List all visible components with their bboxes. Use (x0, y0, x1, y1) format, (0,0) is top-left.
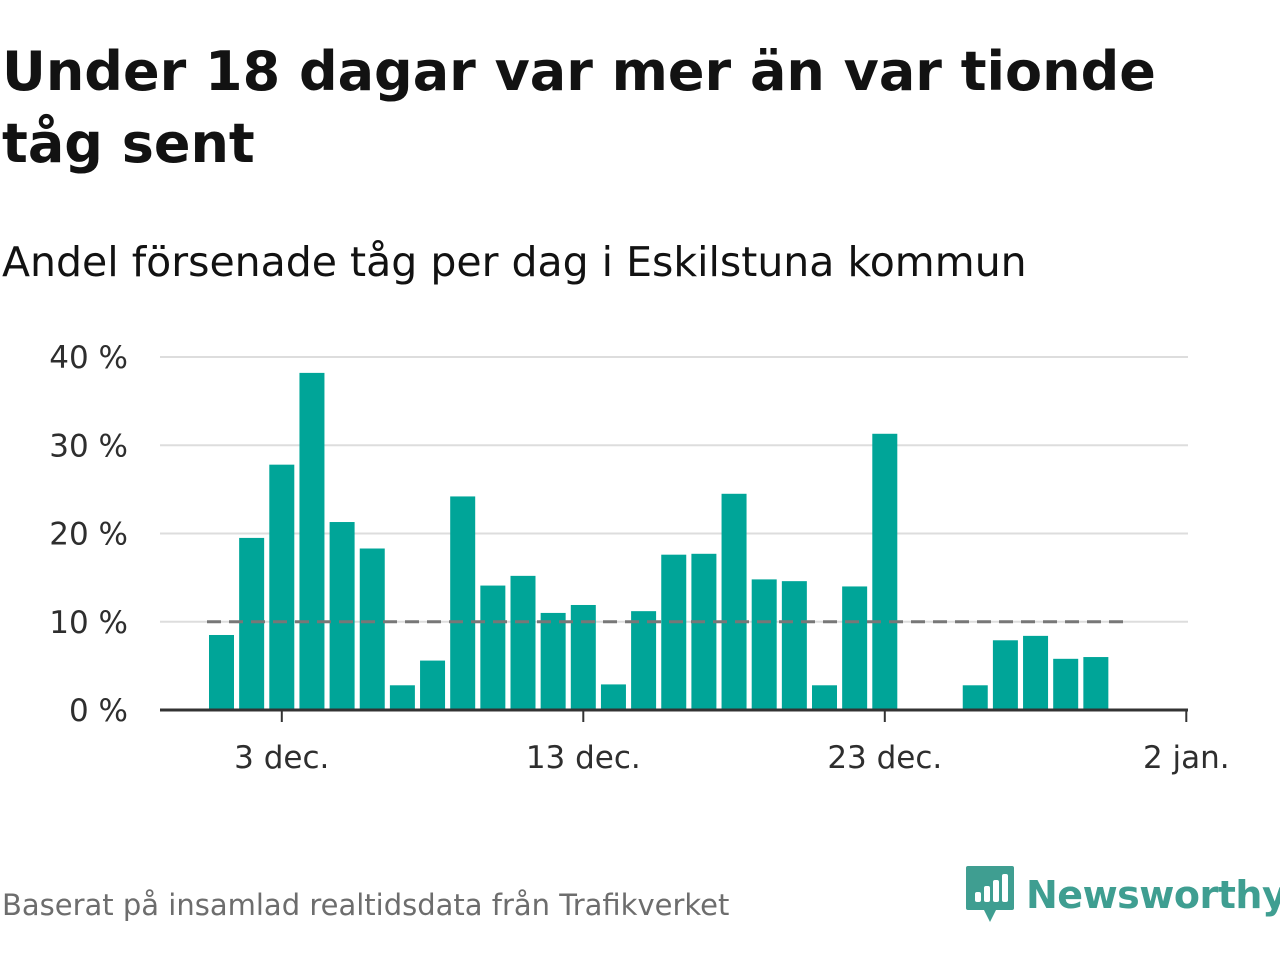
y-tick-label: 10 % (49, 605, 128, 641)
bar (209, 634, 234, 710)
bar (842, 586, 868, 710)
bar (872, 433, 898, 710)
bar (1083, 657, 1109, 710)
newsworthy-logo-icon (966, 866, 1014, 922)
brand-name: Newsworthy (1026, 873, 1280, 917)
y-tick-label: 0 % (69, 693, 128, 729)
bar (721, 493, 747, 710)
chart-subtitle: Andel försenade tåg per dag i Eskilstuna… (2, 238, 1027, 286)
x-tick-label: 13 dec. (526, 740, 641, 776)
bar (812, 685, 837, 710)
bar (450, 496, 476, 710)
bar (540, 612, 566, 710)
bars (209, 372, 1109, 710)
bar (299, 372, 325, 710)
bar (781, 581, 807, 710)
bar (359, 548, 385, 710)
y-tick-label: 40 % (49, 340, 128, 376)
x-tick-label: 3 dec. (234, 740, 329, 776)
bar (661, 554, 687, 710)
bar (420, 660, 446, 710)
y-axis-tick-labels: 0 % 10 % 20 % 30 % 40 % (49, 340, 128, 729)
bar (992, 640, 1018, 710)
bar (691, 553, 717, 710)
chart-title: Under 18 dagar var mer än var tionde tåg… (2, 40, 1156, 175)
bar (389, 685, 415, 710)
bar (480, 585, 506, 710)
bar (962, 685, 988, 710)
bar (1023, 635, 1049, 710)
bar (751, 579, 777, 710)
y-tick-label: 30 % (49, 428, 128, 464)
bar (600, 684, 626, 710)
bar (631, 611, 657, 710)
x-axis (160, 708, 1188, 722)
x-axis-tick-labels: 3 dec. 13 dec. 23 dec. 2 jan. (234, 740, 1229, 776)
bar (510, 575, 536, 710)
bar (239, 537, 265, 710)
bar-chart: 0 % 10 % 20 % 30 % 40 % 3 dec. 13 dec. 23 dec.… (49, 340, 1229, 776)
y-tick-label: 20 % (49, 517, 128, 553)
bar (1053, 658, 1079, 710)
x-tick-label: 2 jan. (1143, 740, 1230, 776)
bar (329, 522, 355, 710)
bar (269, 464, 295, 710)
brand-logo: Newsworthy (964, 862, 1280, 928)
x-tick-label: 23 dec. (827, 740, 942, 776)
source-note: Baserat på insamlad realtidsdata från Tr… (2, 888, 730, 922)
